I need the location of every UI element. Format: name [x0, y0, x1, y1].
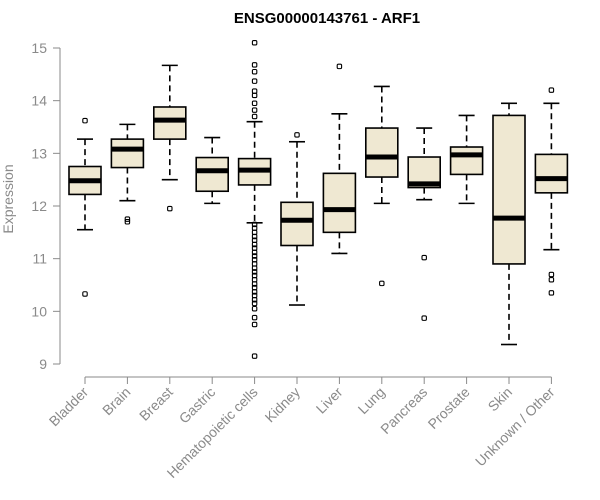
outlier-point: [251, 92, 258, 99]
box-group: [280, 132, 314, 306]
y-tick-label: 13: [31, 145, 47, 161]
outlier-point: [251, 107, 258, 113]
box-group: [449, 114, 484, 205]
outlier-point: [251, 39, 258, 46]
y-tick-label: 10: [31, 303, 47, 319]
outlier-point: [251, 62, 258, 68]
x-tick-label: Prostate: [425, 384, 473, 432]
x-tick-label: Pancreas: [377, 384, 430, 437]
x-tick-label: Brain: [99, 384, 133, 418]
outlier-point: [251, 78, 258, 84]
outlier-point: [251, 314, 258, 321]
outlier-point: [124, 219, 131, 225]
outlier-point: [251, 68, 258, 75]
y-axis-label: Expression: [0, 164, 16, 233]
x-tick-label: Breast: [136, 384, 176, 424]
outlier-point: [251, 233, 258, 240]
outlier-point: [251, 353, 258, 359]
box-group: [68, 117, 102, 297]
outlier-point: [251, 300, 258, 307]
outlier-point: [251, 113, 258, 120]
outlier-point: [251, 100, 258, 107]
outlier-point: [251, 321, 258, 328]
outlier-point: [124, 216, 131, 222]
iqr-box: [322, 172, 357, 234]
y-tick-label: 15: [31, 40, 47, 56]
outlier-point: [251, 296, 258, 303]
box-group: [364, 85, 399, 287]
iqr-box: [195, 156, 229, 193]
y-tick-label: 9: [39, 356, 47, 372]
box-group: [407, 127, 442, 321]
outlier-point: [251, 241, 258, 248]
y-axis: 9 10 11 12 13 14 15: [31, 40, 61, 372]
box-group: [492, 102, 526, 346]
outlier-point: [82, 291, 88, 297]
iqr-box: [153, 106, 187, 140]
outlier-point: [251, 221, 258, 228]
x-tick-label: Unknown / Other: [472, 384, 558, 470]
box-group: [534, 87, 569, 296]
iqr-box: [110, 138, 145, 169]
box-group: [110, 123, 145, 225]
outlier-point: [421, 254, 427, 261]
outlier-point: [251, 289, 258, 295]
y-tick-label: 14: [31, 93, 47, 109]
box-group: [322, 63, 357, 255]
y-tick-label: 12: [31, 198, 47, 214]
x-tick-label: Skin: [485, 384, 516, 415]
outlier-point: [336, 63, 343, 70]
outlier-point: [251, 281, 258, 287]
box-group: [195, 136, 229, 205]
plot-area: [68, 39, 569, 359]
y-tick-label: 11: [32, 251, 47, 267]
outlier-point: [251, 305, 258, 312]
chart-title: ENSG00000143761 - ARF1: [234, 10, 420, 27]
outlier-point: [379, 280, 385, 287]
outlier-point: [548, 290, 555, 296]
x-tick-label: Lung: [355, 384, 388, 417]
iqr-box: [492, 114, 526, 265]
outlier-point: [548, 271, 555, 278]
iqr-box: [449, 146, 484, 176]
box-group: [153, 64, 187, 212]
outlier-point: [167, 205, 173, 212]
outlier-point: [251, 249, 258, 256]
outlier-point: [251, 253, 258, 259]
outlier-point: [251, 269, 258, 275]
x-tick-label: Liver: [313, 384, 346, 417]
outlier-point: [251, 265, 258, 271]
x-tick-label: Kidney: [262, 384, 304, 426]
iqr-box: [534, 153, 569, 194]
outlier-point: [421, 315, 427, 321]
outlier-point: [548, 87, 555, 93]
outlier-point: [548, 276, 555, 283]
x-tick-label: Bladder: [46, 384, 92, 430]
outlier-point: [294, 132, 300, 138]
box-group: [237, 39, 272, 359]
outlier-point: [82, 117, 88, 124]
iqr-box: [280, 201, 314, 247]
iqr-box: [364, 127, 399, 178]
